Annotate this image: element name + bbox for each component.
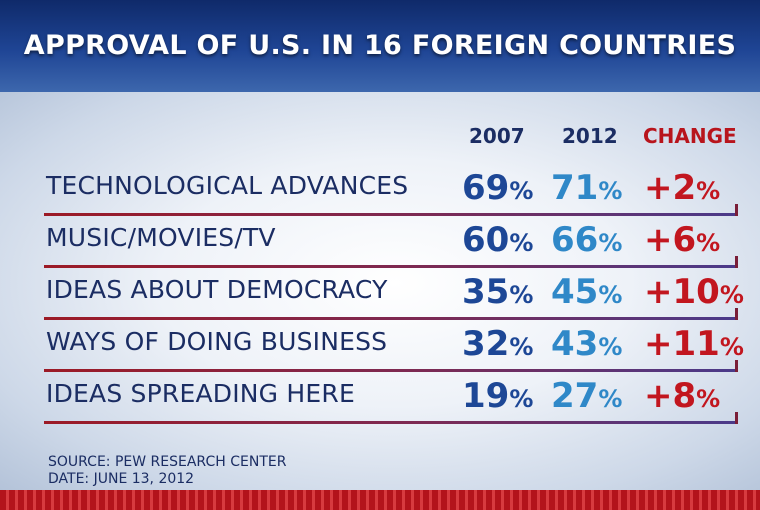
value-2007: 60% [462, 220, 533, 260]
percent-sign: % [509, 333, 534, 361]
value-2012: 43% [551, 324, 622, 364]
percent-sign: % [509, 281, 534, 309]
row-label: WAYS OF DOING BUSINESS [46, 327, 388, 356]
value-change: +6% [644, 220, 720, 260]
percent-sign: % [696, 385, 721, 413]
row-underline-tick [735, 204, 738, 216]
value-change: +2% [644, 168, 720, 208]
row-underline-tick [735, 256, 738, 268]
row-underline-tick [735, 360, 738, 372]
table-row: WAYS OF DOING BUSINESS 32% 43% +11% [0, 324, 760, 376]
header-band [0, 0, 760, 92]
value-change: +8% [644, 376, 720, 416]
value-change-number: +11 [644, 324, 720, 364]
table-row: MUSIC/MOVIES/TV 60% 66% +6% [0, 220, 760, 272]
row-label: IDEAS SPREADING HERE [46, 379, 355, 408]
value-2007: 19% [462, 376, 533, 416]
date-line: DATE: JUNE 13, 2012 [48, 471, 195, 487]
percent-sign: % [598, 229, 623, 257]
row-underline [44, 265, 738, 268]
row-underline [44, 369, 738, 372]
percent-sign: % [696, 229, 721, 257]
value-2012-number: 45 [551, 272, 599, 312]
row-underline-tick [735, 412, 738, 424]
value-2007: 69% [462, 168, 533, 208]
value-2012: 66% [551, 220, 622, 260]
row-underline [44, 213, 738, 216]
value-2012: 45% [551, 272, 622, 312]
value-2007-number: 69 [462, 168, 510, 208]
percent-sign: % [719, 333, 744, 361]
percent-sign: % [509, 385, 534, 413]
table-row: TECHNOLOGICAL ADVANCES 69% 71% +2% [0, 168, 760, 220]
value-change-number: +2 [644, 168, 697, 208]
bottom-stripe [0, 490, 760, 510]
row-label: TECHNOLOGICAL ADVANCES [46, 171, 409, 200]
chart-title: APPROVAL OF U.S. IN 16 FOREIGN COUNTRIES [23, 30, 737, 61]
column-header-2012: 2012 [562, 124, 618, 148]
percent-sign: % [509, 229, 534, 257]
table-row: IDEAS ABOUT DEMOCRACY 35% 45% +10% [0, 272, 760, 324]
row-label: MUSIC/MOVIES/TV [46, 223, 276, 252]
value-2007-number: 19 [462, 376, 510, 416]
row-underline [44, 317, 738, 320]
value-2012-number: 66 [551, 220, 599, 260]
percent-sign: % [719, 281, 744, 309]
row-underline-tick [735, 308, 738, 320]
value-change-number: +10 [644, 272, 720, 312]
value-2007-number: 35 [462, 272, 510, 312]
row-underline [44, 421, 738, 424]
source-line: SOURCE: PEW RESEARCH CENTER [48, 454, 287, 470]
value-2007-number: 32 [462, 324, 510, 364]
column-header-2007: 2007 [469, 124, 525, 148]
value-change: +10% [644, 272, 744, 312]
value-2012: 27% [551, 376, 622, 416]
value-2012-number: 27 [551, 376, 599, 416]
value-change-number: +6 [644, 220, 697, 260]
value-2012-number: 43 [551, 324, 599, 364]
value-change: +11% [644, 324, 744, 364]
value-change-number: +8 [644, 376, 697, 416]
percent-sign: % [696, 177, 721, 205]
value-2007-number: 60 [462, 220, 510, 260]
percent-sign: % [598, 177, 623, 205]
column-header-change: CHANGE [643, 124, 737, 148]
value-2007: 32% [462, 324, 533, 364]
source-note: SOURCE: PEW RESEARCH CENTER DATE: JUNE 1… [48, 454, 286, 488]
value-2007: 35% [462, 272, 533, 312]
table-row: IDEAS SPREADING HERE 19% 27% +8% [0, 376, 760, 428]
percent-sign: % [509, 177, 534, 205]
percent-sign: % [598, 333, 623, 361]
percent-sign: % [598, 281, 623, 309]
row-label: IDEAS ABOUT DEMOCRACY [46, 275, 388, 304]
percent-sign: % [598, 385, 623, 413]
value-2012: 71% [551, 168, 622, 208]
value-2012-number: 71 [551, 168, 599, 208]
